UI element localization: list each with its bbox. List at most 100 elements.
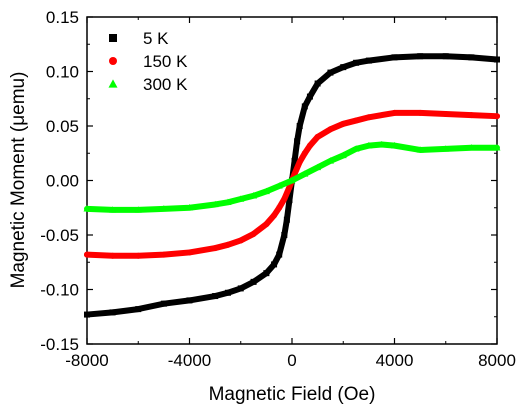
y-tick-label: 0.00 [46,172,79,191]
legend-label: 5 K [143,29,169,48]
data-point [340,120,347,127]
data-point [468,112,475,119]
data-point [250,192,258,199]
data-point [314,163,322,171]
data-point [327,126,334,133]
data-point [160,300,167,307]
data-point [467,144,475,151]
y-tick-label: 0.05 [46,117,79,136]
data-point [250,278,257,285]
data-point [275,182,283,189]
data-point [109,57,117,65]
data-point [281,196,288,203]
data-point [353,59,360,66]
data-point [109,206,117,213]
data-point [306,142,313,149]
data-point [186,249,193,256]
data-point [263,270,270,277]
data-point [237,237,244,244]
y-tick-label: -0.10 [40,281,79,300]
x-tick-label: 4000 [376,351,414,370]
data-point [314,133,321,140]
x-tick-label: 8000 [478,351,516,370]
data-point [326,157,334,164]
data-point [301,150,308,157]
data-point [365,57,372,64]
data-point [442,111,449,118]
data-point [134,206,142,213]
data-point [160,251,167,258]
legend: 5 K 150 K 300 K [108,29,188,94]
data-point [286,197,293,204]
data-point [468,54,475,61]
data-point [262,187,270,195]
axis-ticks [86,16,498,345]
series-trace [84,141,500,213]
data-point [212,293,219,300]
series-150-k [84,109,500,259]
data-point [306,93,313,100]
data-point [296,158,303,165]
data-point [378,140,386,148]
axis-tick-labels: -8000 -4000 0 4000 8000 -0.15 -0.10 -0.05 0.00 0.… [40,8,516,370]
data-point [237,285,244,292]
data-point [109,309,116,316]
data-point [108,79,118,88]
data-point [365,141,373,149]
data-point [365,114,372,121]
data-point [314,80,321,87]
data-point [417,109,424,116]
y-tick-label: 0.10 [46,63,79,82]
data-point [186,204,193,211]
data-point [391,54,398,61]
data-point [250,230,257,237]
data-point [263,221,270,228]
data-point [281,232,288,238]
data-point [339,151,347,159]
data-point [353,117,360,124]
data-point [160,205,168,212]
data-point [237,195,245,202]
y-tick-label: -0.15 [40,335,79,354]
data-point [286,184,293,191]
data-point [283,216,290,223]
data-point [291,157,298,164]
data-point [352,145,360,152]
data-point [327,69,334,76]
data-point [301,170,309,177]
x-axis-title: Magnetic Field (Oe) [209,384,376,405]
data-point [212,245,219,252]
data-point [109,34,117,42]
data-point [442,53,449,60]
data-point [288,176,296,184]
data-point [224,289,231,296]
data-point [296,123,303,129]
data-point [271,261,278,268]
data-point [493,144,501,151]
data-point [109,252,116,259]
y-axis-title: Magnetic Moment (μemu) [8,72,29,289]
data-point [391,109,398,116]
data-point [224,198,232,205]
data-point [294,138,301,145]
data-series [83,53,501,318]
data-point [442,145,450,152]
legend-label: 150 K [143,52,188,71]
data-point [211,200,219,208]
y-tick-label: -0.05 [40,226,79,245]
series-trace [84,109,500,259]
x-tick-label: -4000 [168,351,211,370]
data-point [84,311,90,318]
data-point [416,146,424,153]
data-point [224,241,231,248]
x-tick-label: 0 [287,351,296,370]
series-300-k [83,140,501,213]
legend-label: 300 K [143,75,188,94]
data-point [417,53,424,60]
x-tick-label: -8000 [65,351,108,370]
data-point [340,64,347,71]
data-point [135,252,142,259]
data-point [494,113,500,120]
data-point [83,205,91,212]
data-point [186,297,193,304]
